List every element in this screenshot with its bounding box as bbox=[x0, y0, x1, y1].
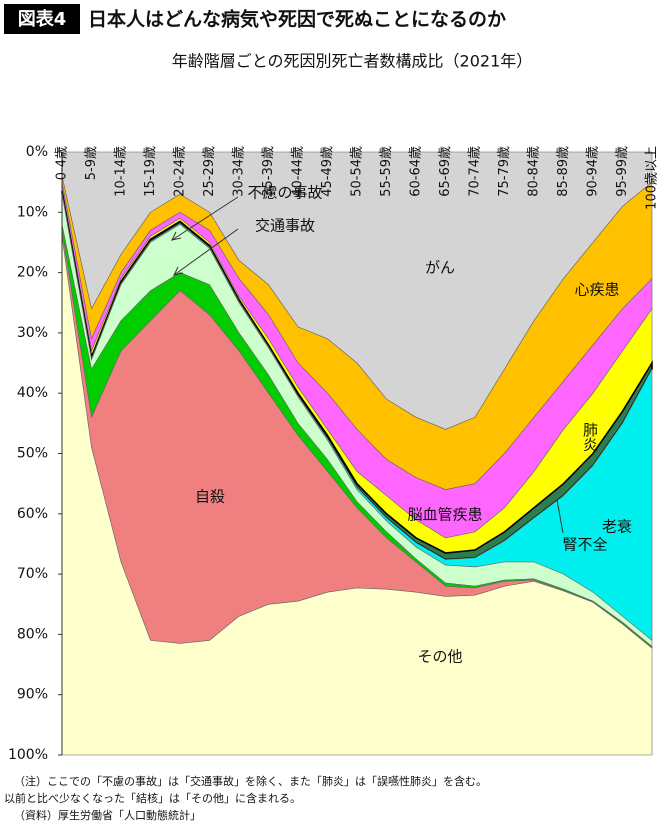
y-tick-label: 30% bbox=[17, 325, 48, 341]
x-tick-label: 95-99歳 bbox=[615, 146, 630, 197]
area bbox=[61, 236, 653, 756]
series-label: がん bbox=[425, 259, 455, 277]
y-tick-label: 80% bbox=[17, 626, 48, 642]
note: （資料）厚生労働省「人口動態統計」 bbox=[14, 808, 201, 822]
series-label: 肺炎 bbox=[581, 422, 599, 452]
y-tick-label: 40% bbox=[17, 385, 48, 401]
page-title: 日本人はどんな病気や死因で死ぬことになるのか bbox=[88, 8, 506, 31]
x-tick-label: 100歳以上 bbox=[645, 146, 660, 210]
series-label: その他 bbox=[417, 648, 462, 666]
x-tick-label: 60-64歳 bbox=[409, 146, 424, 197]
x-tick-label: 25-29歳 bbox=[202, 146, 217, 197]
x-tick-label: 5-9歳 bbox=[84, 146, 99, 180]
series-label: 不慮の事故 bbox=[247, 184, 322, 202]
y-tick-label: 50% bbox=[17, 446, 48, 462]
x-tick-label: 20-24歳 bbox=[173, 146, 188, 197]
y-tick-label: 90% bbox=[17, 687, 48, 703]
x-tick-label: 0-4歳 bbox=[55, 146, 70, 180]
x-tick-label: 75-79歳 bbox=[497, 146, 512, 197]
y-tick-label: 10% bbox=[17, 204, 48, 220]
x-tick-label: 90-94歳 bbox=[586, 146, 601, 197]
y-tick-label: 70% bbox=[17, 566, 48, 582]
y-tick-label: 0% bbox=[26, 144, 48, 160]
series-label: 心疾患 bbox=[574, 281, 619, 299]
pointer bbox=[171, 196, 239, 241]
pointer bbox=[173, 228, 239, 276]
chart-title: 年齢階層ごとの死因別死亡者数構成比（2021年） bbox=[172, 52, 533, 71]
x-tick-label: 70-74歳 bbox=[468, 146, 483, 197]
x-tick-label: 50-54歳 bbox=[350, 146, 365, 197]
series-label: 交通事故 bbox=[255, 217, 315, 235]
series-label: 自殺 bbox=[195, 488, 225, 506]
pointer bbox=[556, 499, 564, 534]
series-label: 腎不全 bbox=[562, 536, 607, 554]
x-tick-label: 30-34歳 bbox=[232, 146, 247, 197]
y-tick-label: 20% bbox=[17, 265, 48, 281]
x-tick-label: 80-84歳 bbox=[527, 146, 542, 197]
badge-box bbox=[4, 4, 80, 34]
y-tick-label: 60% bbox=[17, 506, 48, 522]
x-tick-label: 45-49歳 bbox=[320, 146, 335, 197]
badge: 図表4 bbox=[18, 8, 67, 30]
x-tick-label: 15-19歳 bbox=[143, 146, 158, 197]
arrow-head bbox=[171, 231, 182, 241]
series-label: 脳血管疾患 bbox=[407, 506, 482, 524]
y-tick-label: 100% bbox=[8, 747, 48, 763]
x-tick-label: 10-14歳 bbox=[114, 146, 129, 197]
arrow-head bbox=[173, 266, 184, 276]
x-tick-label: 40-44歳 bbox=[291, 146, 306, 197]
series-label: 老衰 bbox=[602, 518, 632, 536]
note: 以前と比べ少なくなった「結核」は「その他」に含まれる。 bbox=[4, 791, 301, 805]
note: （注）ここでの「不慮の事故」は「交通事故」を除く、また「肺炎」は「誤嚥性肺炎」を… bbox=[14, 774, 487, 788]
x-tick-label: 55-59歳 bbox=[379, 146, 394, 197]
plot-area: 0% 10% 20% 30% 40% 50% 60% 70% 80% 90% 100% 0-4歳 5-9… bbox=[8, 144, 660, 763]
x-tick-label: 35-39歳 bbox=[261, 146, 276, 197]
x-tick-label: 65-69歳 bbox=[438, 146, 453, 197]
x-tick-label: 85-89歳 bbox=[556, 146, 571, 197]
